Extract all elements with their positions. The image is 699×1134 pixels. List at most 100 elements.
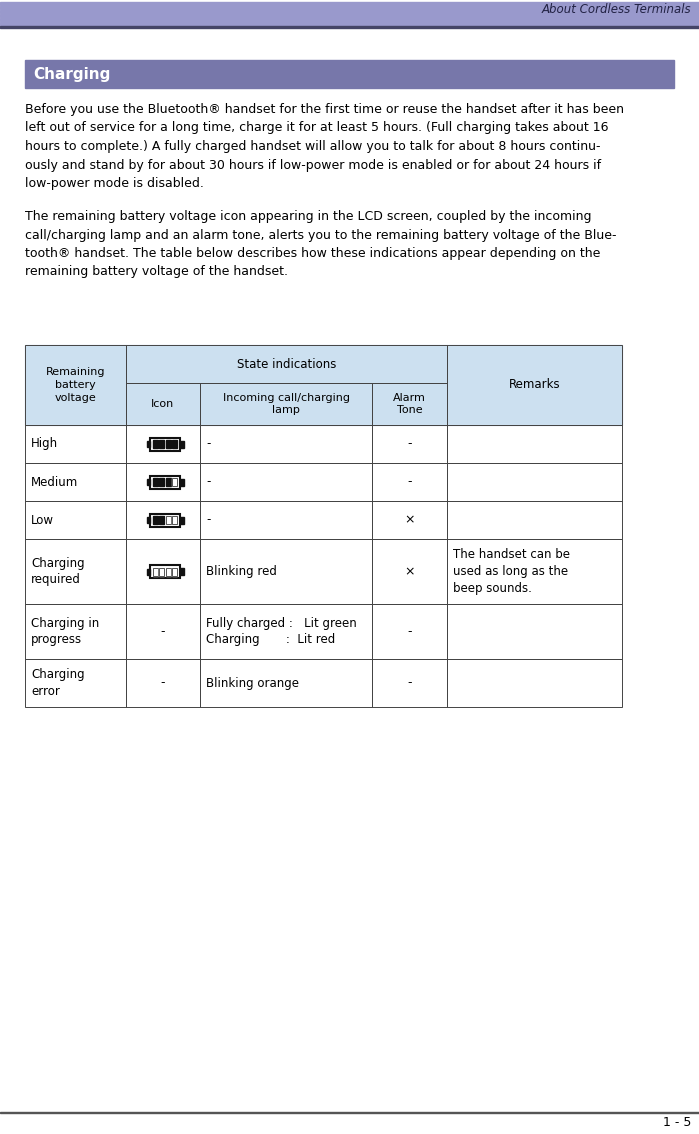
Bar <box>447 345 622 425</box>
Bar <box>153 479 158 486</box>
Bar <box>153 567 158 575</box>
Text: The handset can be
used as long as the
beep sounds.: The handset can be used as long as the b… <box>453 548 570 595</box>
Bar <box>166 516 171 524</box>
Bar <box>0 6 699 9</box>
Bar <box>153 516 158 524</box>
Bar <box>447 604 622 659</box>
Bar <box>372 539 447 604</box>
Bar <box>372 383 447 425</box>
Bar <box>166 567 171 575</box>
Bar <box>200 463 372 501</box>
Bar <box>166 567 171 575</box>
Bar <box>159 479 164 486</box>
Bar <box>172 516 177 524</box>
Bar <box>447 425 622 463</box>
Bar <box>172 567 177 575</box>
Text: Charging in
progress: Charging in progress <box>31 617 99 646</box>
Bar <box>447 463 622 501</box>
Bar <box>159 440 164 448</box>
Bar <box>372 463 447 501</box>
Text: -: - <box>161 625 165 638</box>
Bar <box>126 501 200 539</box>
Text: Charging
required: Charging required <box>31 557 85 586</box>
Text: -: - <box>408 625 412 638</box>
Bar <box>0 2 699 5</box>
Bar <box>153 440 158 448</box>
Bar <box>166 440 171 448</box>
Text: Before you use the Bluetooth® handset for the first time or reuse the handset af: Before you use the Bluetooth® handset fo… <box>25 103 624 191</box>
Bar <box>172 479 177 486</box>
Bar <box>126 383 200 425</box>
Bar <box>180 568 184 575</box>
Bar <box>0 26 699 28</box>
Bar <box>159 516 164 524</box>
Text: High: High <box>31 438 58 450</box>
Bar <box>172 440 177 448</box>
Bar <box>153 567 158 575</box>
Bar <box>447 345 622 425</box>
Text: Fully charged :   Lit green
Charging       :  Lit red: Fully charged : Lit green Charging : Lit… <box>206 617 357 646</box>
Bar <box>25 345 126 425</box>
Bar <box>159 567 164 575</box>
Bar <box>200 383 372 425</box>
Text: Charging: Charging <box>33 67 110 82</box>
Text: -: - <box>206 438 210 450</box>
Bar <box>0 14 699 17</box>
Bar <box>159 567 164 575</box>
Bar <box>147 517 150 523</box>
Bar <box>147 441 150 447</box>
Bar <box>25 463 126 501</box>
Text: Low: Low <box>31 514 54 526</box>
Bar <box>25 425 126 463</box>
Text: -: - <box>408 677 412 689</box>
Text: Remarks: Remarks <box>509 379 561 391</box>
Text: -: - <box>408 475 412 489</box>
Text: Blinking red: Blinking red <box>206 565 277 578</box>
Text: Icon: Icon <box>151 399 175 409</box>
Bar <box>180 479 184 485</box>
Text: -: - <box>161 677 165 689</box>
Bar <box>159 516 164 524</box>
Bar <box>126 463 200 501</box>
Bar <box>200 501 372 539</box>
Bar <box>372 501 447 539</box>
Bar <box>126 345 447 383</box>
Bar <box>25 539 126 604</box>
Bar <box>159 440 164 448</box>
Text: -: - <box>408 438 412 450</box>
Bar <box>126 659 200 706</box>
Bar <box>372 383 447 425</box>
Bar <box>166 440 171 448</box>
Bar <box>200 539 372 604</box>
Bar <box>25 60 674 88</box>
Text: About Cordless Terminals: About Cordless Terminals <box>541 3 691 16</box>
Bar <box>126 604 200 659</box>
Text: Incoming call/charging
lamp: Incoming call/charging lamp <box>223 392 350 415</box>
Bar <box>25 659 126 706</box>
Bar <box>0 22 699 25</box>
Bar <box>153 516 158 524</box>
Text: ×: × <box>404 565 415 578</box>
Bar <box>126 383 200 425</box>
Bar <box>147 479 150 485</box>
Bar <box>200 659 372 706</box>
Bar <box>200 604 372 659</box>
Bar <box>200 383 372 425</box>
Bar <box>153 479 158 486</box>
Bar <box>180 516 184 524</box>
Text: -: - <box>206 475 210 489</box>
Bar <box>126 539 200 604</box>
Bar <box>172 516 177 524</box>
Text: Alarm
Tone: Alarm Tone <box>393 392 426 415</box>
Bar <box>166 516 171 524</box>
Bar <box>172 479 177 486</box>
Text: -: - <box>206 514 210 526</box>
Bar <box>180 440 184 448</box>
Bar <box>150 475 180 489</box>
Bar <box>447 539 622 604</box>
Bar <box>126 425 200 463</box>
Text: Charging
error: Charging error <box>31 668 85 699</box>
Bar <box>447 659 622 706</box>
Text: Remaining
battery
voltage: Remaining battery voltage <box>45 366 105 404</box>
Text: Medium: Medium <box>31 475 78 489</box>
